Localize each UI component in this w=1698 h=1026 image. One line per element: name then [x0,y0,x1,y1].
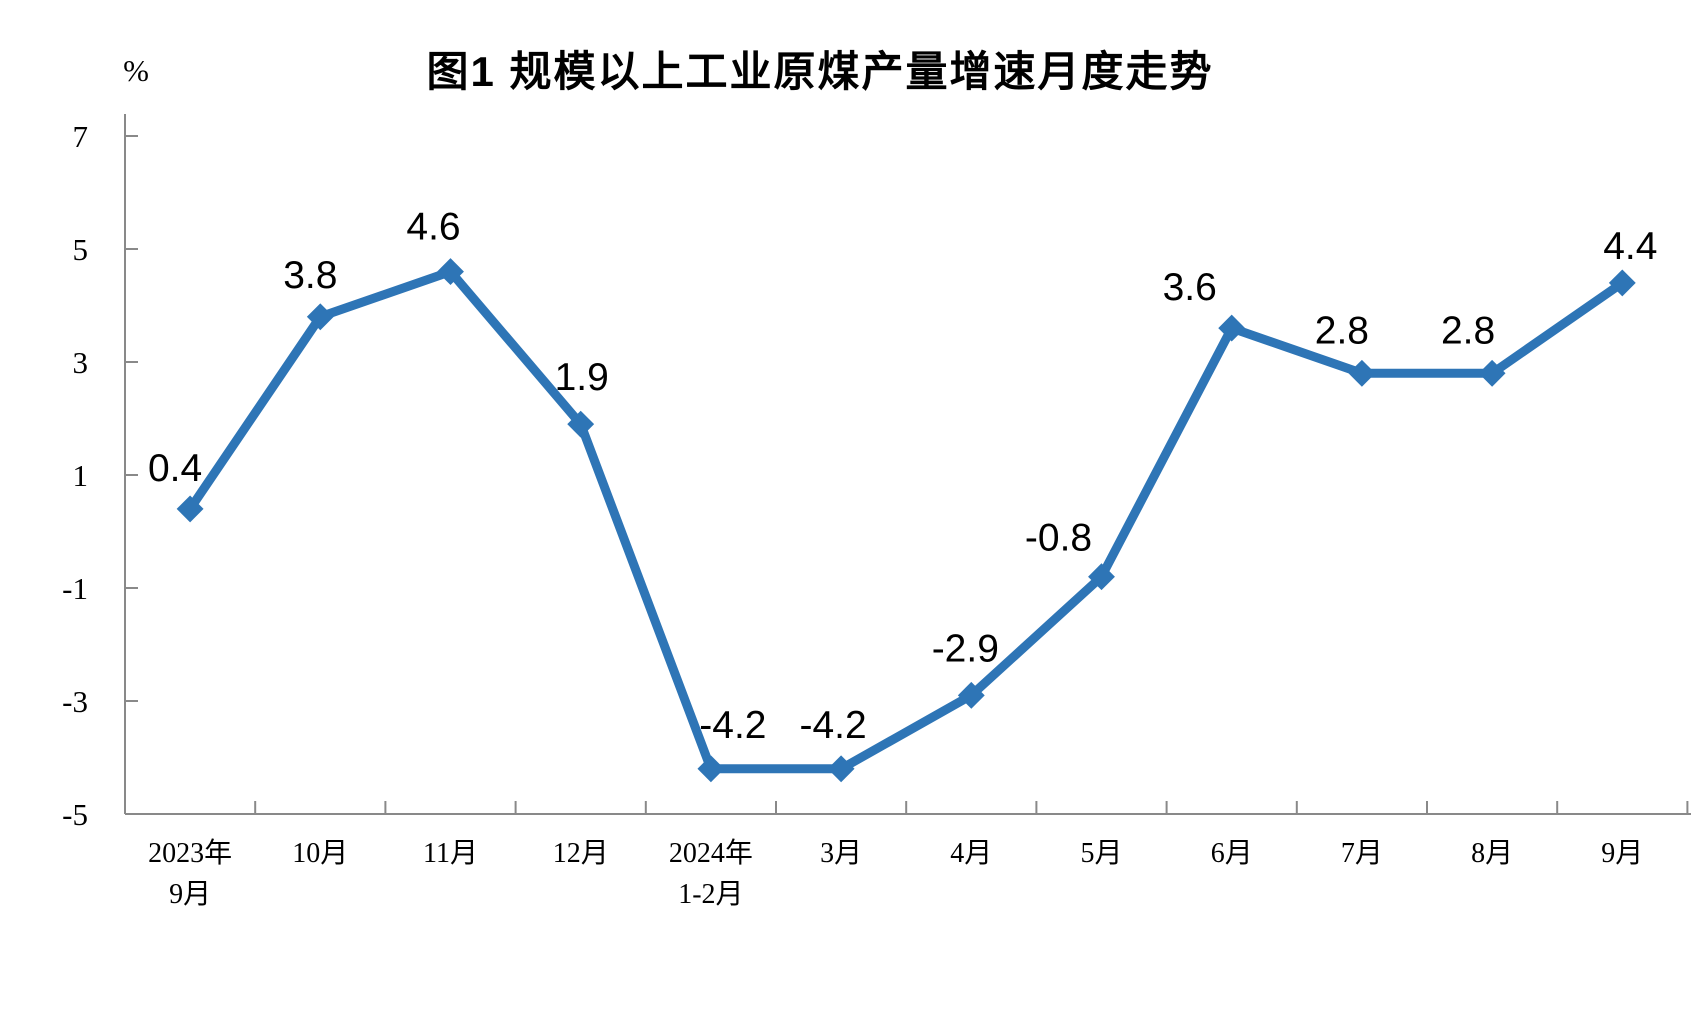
x-tick-label: 4月 [950,838,992,869]
y-tick-label: 1 [73,458,89,493]
x-tick-label: 2024年 [669,837,753,869]
data-point-marker [1348,359,1376,387]
x-tick-label: 6月 [1211,838,1253,869]
data-label: 3.8 [283,254,337,297]
x-tick-label: 9月 [1601,838,1643,869]
x-tick-label: 12月 [553,838,609,869]
x-tick-label: 5月 [1080,838,1122,869]
data-label: 2.8 [1315,309,1369,352]
data-label: -4.2 [699,704,766,747]
x-tick-label: 9月 [169,879,211,910]
x-tick-label: 7月 [1341,838,1383,869]
data-label: 1.9 [555,356,609,399]
y-tick-label: -3 [62,684,88,719]
data-point-marker [697,755,725,783]
chart-title: 图1 规模以上工业原煤产量增速月度走势 [426,48,1214,95]
data-label: 0.4 [148,447,202,490]
x-tick-label: 1-2月 [678,879,743,910]
data-label: 4.6 [406,206,460,249]
y-tick-label: 7 [73,119,89,154]
x-tick-label: 11月 [423,838,478,869]
data-label: -0.8 [1025,517,1092,560]
data-label: 4.4 [1603,225,1657,268]
y-axis-unit-label: % [123,53,149,88]
data-label: -4.2 [799,704,866,747]
y-tick-label: 3 [73,345,89,380]
data-label: 2.8 [1441,309,1495,352]
x-tick-label: 2023年 [148,837,232,869]
data-label: 3.6 [1163,266,1217,309]
x-tick-label: 10月 [292,838,348,869]
data-line [185,267,1627,774]
x-tick-label: 3月 [820,838,862,869]
y-tick-label: -5 [62,797,88,832]
x-tick-label: 8月 [1471,838,1513,869]
y-tick-label: -1 [62,571,88,606]
data-label: -2.9 [932,627,999,670]
y-tick-label: 5 [73,232,89,267]
